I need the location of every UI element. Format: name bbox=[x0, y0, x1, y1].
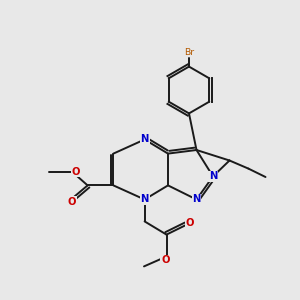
Text: N: N bbox=[209, 171, 217, 182]
Text: O: O bbox=[71, 167, 80, 177]
Text: Br: Br bbox=[184, 48, 194, 57]
Text: N: N bbox=[192, 194, 201, 205]
Text: N: N bbox=[140, 194, 149, 205]
Text: O: O bbox=[161, 255, 170, 266]
Text: O: O bbox=[68, 197, 76, 207]
Text: N: N bbox=[140, 134, 149, 145]
Text: O: O bbox=[185, 218, 194, 228]
